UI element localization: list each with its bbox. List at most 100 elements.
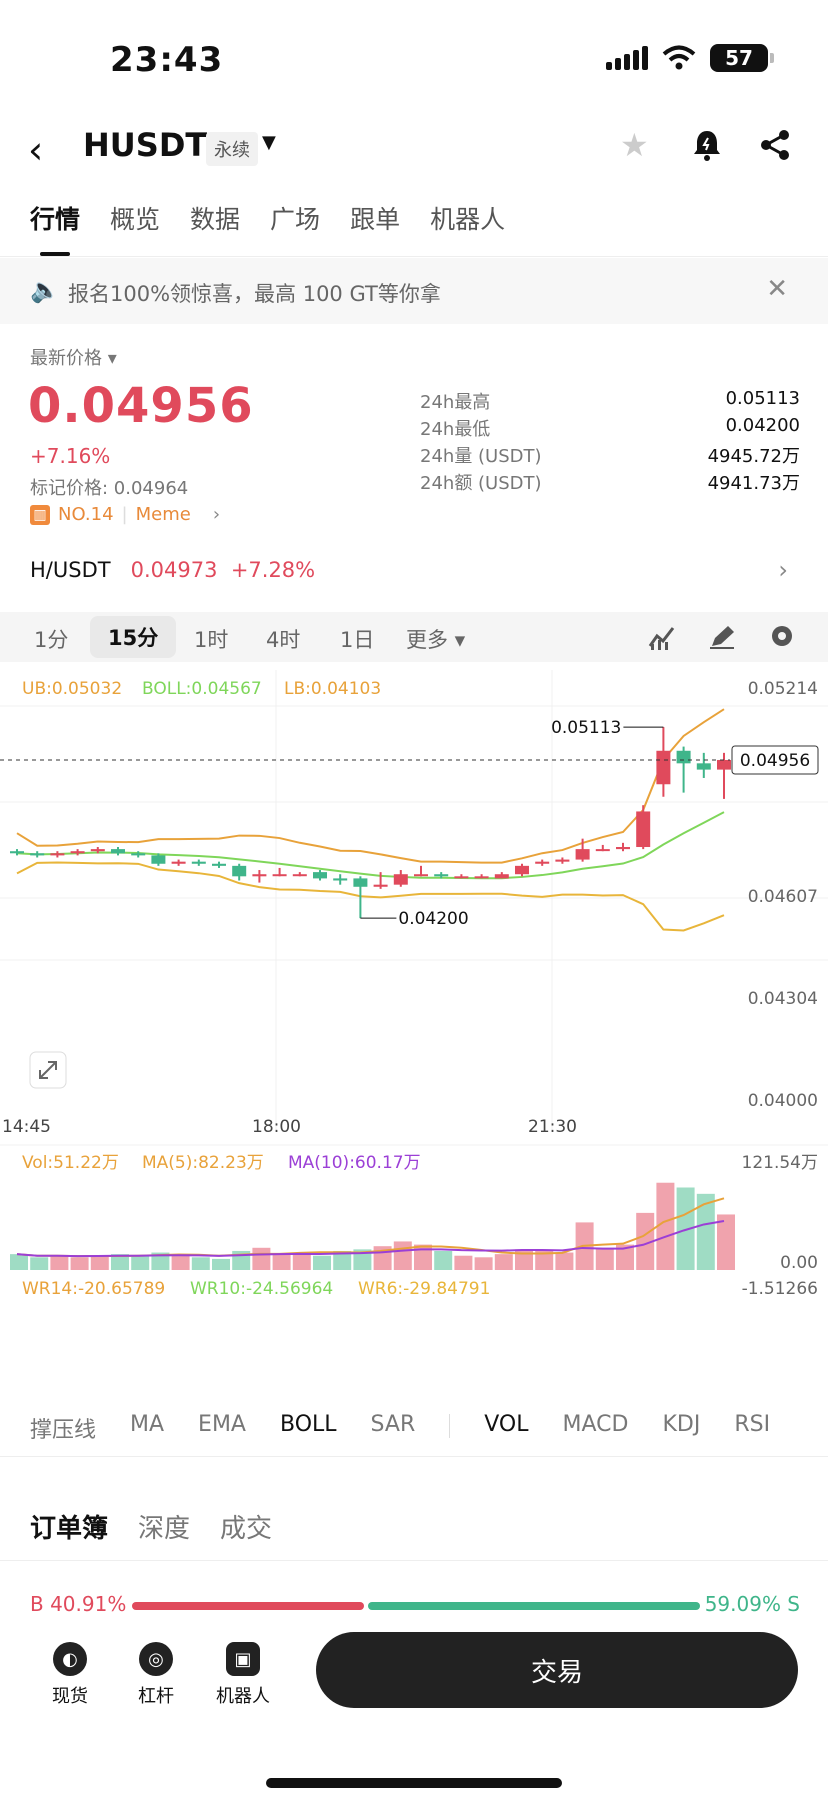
trade-button[interactable]: 交易 bbox=[316, 1632, 798, 1708]
book-tabs: 订单簿 深度 成交 bbox=[30, 1508, 272, 1545]
price-change: +7.16% bbox=[30, 444, 111, 468]
star-icon[interactable]: ★ bbox=[620, 126, 649, 164]
bell-icon[interactable] bbox=[690, 128, 724, 162]
volume-bar bbox=[292, 1252, 311, 1270]
candle-body bbox=[333, 878, 348, 881]
volume-bar bbox=[616, 1244, 634, 1270]
pair-title[interactable]: HUSDT bbox=[83, 126, 208, 164]
indicator-icon[interactable] bbox=[648, 624, 676, 650]
top-tabs: 行情 概览 数据 广场 跟单 机器人 bbox=[30, 200, 506, 256]
volume-bar bbox=[191, 1257, 210, 1270]
volume-bar bbox=[454, 1255, 473, 1270]
boll-mid-line bbox=[16, 811, 725, 880]
tab-data[interactable]: 数据 bbox=[190, 205, 241, 234]
volume-bar bbox=[171, 1254, 190, 1270]
candle-body bbox=[595, 849, 610, 852]
ind-vol[interactable]: VOL bbox=[484, 1412, 529, 1437]
stat-low: 24h最低 0.04200 bbox=[420, 415, 800, 440]
status-icons: 57 bbox=[606, 44, 774, 72]
volume-bar bbox=[70, 1257, 89, 1270]
tab-overview[interactable]: 概览 bbox=[110, 205, 161, 234]
nav-bot[interactable]: ▣ 机器人 bbox=[216, 1642, 270, 1708]
volume-bar bbox=[333, 1250, 352, 1270]
candle-body bbox=[717, 759, 731, 770]
spot-pair-row[interactable]: H/USDT 0.04973 +7.28% bbox=[30, 558, 315, 582]
ind-sar[interactable]: SAR bbox=[370, 1412, 416, 1437]
tab-square[interactable]: 广场 bbox=[270, 205, 321, 234]
interval-1m[interactable]: 1分 bbox=[34, 628, 69, 652]
candle-body bbox=[131, 853, 146, 856]
volume-bar bbox=[30, 1257, 49, 1270]
ind-kdj[interactable]: KDJ bbox=[662, 1412, 701, 1437]
candle-body bbox=[353, 878, 368, 887]
wr-top-label: -1.51266 bbox=[742, 1279, 818, 1299]
interval-15m[interactable]: 15分 bbox=[90, 616, 177, 658]
x-tick-label: 21:30 bbox=[528, 1117, 577, 1137]
candle-body bbox=[535, 861, 550, 864]
banner-text[interactable]: 报名100%领惊喜，最高 100 GT等你拿 bbox=[68, 282, 441, 306]
interval-more[interactable]: 更多 ▾ bbox=[406, 628, 466, 652]
wr14-label: WR14:-20.65789 bbox=[22, 1279, 165, 1299]
buy-bar bbox=[132, 1602, 365, 1610]
chevron-down-icon[interactable]: ▼ bbox=[262, 132, 276, 153]
ind-ema[interactable]: EMA bbox=[198, 1412, 246, 1437]
ind-macd[interactable]: MACD bbox=[562, 1412, 629, 1437]
kline-svg[interactable]: UB:0.05032 BOLL:0.04567 LB:0.04103 0.05214 0… bbox=[0, 670, 828, 1310]
ind-support[interactable]: 撑压线 bbox=[30, 1418, 97, 1443]
battery-icon: 57 bbox=[710, 44, 774, 72]
candle-body bbox=[454, 876, 469, 879]
volume-bar bbox=[535, 1250, 554, 1270]
candle-body bbox=[50, 853, 65, 856]
boll-lb-label: LB:0.04103 bbox=[284, 679, 381, 699]
tab-copy[interactable]: 跟单 bbox=[350, 205, 401, 234]
ind-ma[interactable]: MA bbox=[130, 1412, 165, 1437]
expand-icon bbox=[39, 1061, 57, 1079]
margin-icon: ◎ bbox=[139, 1642, 173, 1676]
interval-1h[interactable]: 1时 bbox=[194, 628, 229, 652]
volume-bar bbox=[717, 1214, 735, 1270]
volume-bar bbox=[90, 1255, 109, 1270]
promo-banner[interactable]: 🔈 报名100%领惊喜，最高 100 GT等你拿 ✕ bbox=[0, 258, 828, 324]
volume-bar bbox=[676, 1187, 695, 1270]
ind-boll[interactable]: BOLL bbox=[279, 1412, 337, 1437]
rank-row[interactable]: ▥ NO.14 | Meme › bbox=[30, 504, 220, 525]
nav-margin[interactable]: ◎ 杠杆 bbox=[138, 1642, 174, 1708]
candle-body bbox=[636, 811, 651, 848]
candle-body bbox=[656, 750, 671, 785]
close-icon[interactable]: ✕ bbox=[766, 274, 788, 304]
nav-spot[interactable]: ◐ 现货 bbox=[52, 1642, 88, 1708]
tab-orderbook[interactable]: 订单簿 bbox=[30, 1514, 109, 1544]
y-tick-label: 0.04607 bbox=[748, 887, 818, 907]
y-tick-label: 0.04304 bbox=[748, 989, 818, 1009]
chevron-right-icon: › bbox=[212, 504, 221, 525]
tab-bot[interactable]: 机器人 bbox=[430, 205, 506, 234]
share-icon[interactable] bbox=[758, 128, 792, 162]
candle-body bbox=[292, 874, 307, 877]
vol-ma5-label: MA(5):82.23万 bbox=[142, 1153, 264, 1173]
ind-rsi[interactable]: RSI bbox=[734, 1412, 771, 1437]
high-marker-label: 0.05113 bbox=[551, 718, 621, 738]
candle-body bbox=[171, 861, 186, 864]
robot-icon: ▣ bbox=[226, 1642, 260, 1676]
interval-bar: 1分 15分 1时 4时 1日 更多 ▾ bbox=[0, 612, 828, 662]
draw-pen-icon[interactable] bbox=[708, 624, 736, 650]
volume-bar bbox=[10, 1254, 28, 1270]
chevron-right-icon[interactable]: › bbox=[778, 556, 788, 584]
tab-market[interactable]: 行情 bbox=[30, 200, 80, 256]
candle-body bbox=[111, 849, 125, 854]
price-label[interactable]: 最新价格 ▾ bbox=[30, 348, 117, 369]
mark-price: 标记价格: 0.04964 bbox=[30, 478, 189, 499]
volume-bar bbox=[595, 1247, 614, 1270]
interval-4h[interactable]: 4时 bbox=[266, 628, 301, 652]
candle-body bbox=[90, 849, 105, 852]
interval-1d[interactable]: 1日 bbox=[340, 628, 375, 652]
candle-body bbox=[393, 874, 408, 885]
wifi-icon bbox=[662, 45, 696, 70]
back-icon[interactable]: ‹ bbox=[28, 128, 44, 172]
candle-body bbox=[212, 863, 226, 866]
tab-trades[interactable]: 成交 bbox=[220, 1514, 273, 1544]
kline-chart[interactable]: UB:0.05032 BOLL:0.04567 LB:0.04103 0.05214 0… bbox=[0, 670, 828, 1310]
tab-depth[interactable]: 深度 bbox=[138, 1514, 191, 1544]
sell-bar bbox=[368, 1602, 700, 1610]
gear-icon[interactable] bbox=[768, 622, 796, 650]
